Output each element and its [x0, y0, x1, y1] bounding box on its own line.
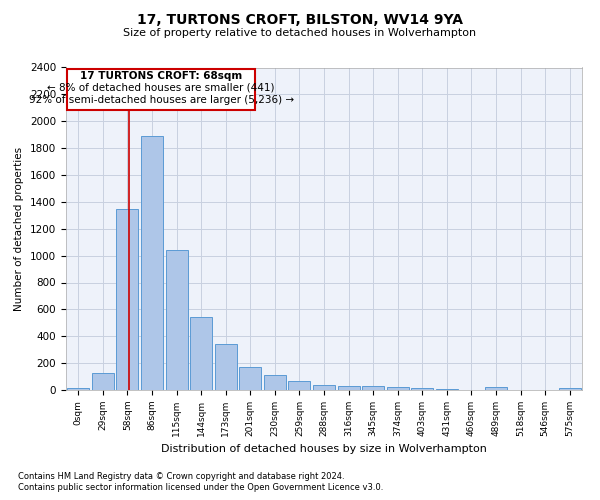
Bar	[485, 387, 507, 390]
Bar	[338, 386, 359, 390]
Bar	[362, 386, 384, 390]
Bar	[239, 367, 262, 390]
Bar	[386, 387, 409, 390]
Bar	[116, 208, 139, 390]
Bar	[166, 250, 188, 390]
Bar	[190, 317, 212, 390]
Text: ← 8% of detached houses are smaller (441): ← 8% of detached houses are smaller (441…	[47, 82, 275, 92]
Bar	[411, 388, 433, 390]
X-axis label: Distribution of detached houses by size in Wolverhampton: Distribution of detached houses by size …	[161, 444, 487, 454]
Bar	[67, 388, 89, 390]
Bar	[141, 136, 163, 390]
FancyBboxPatch shape	[67, 69, 255, 110]
Bar	[264, 375, 286, 390]
Y-axis label: Number of detached properties: Number of detached properties	[14, 146, 25, 311]
Bar	[313, 384, 335, 390]
Text: Contains public sector information licensed under the Open Government Licence v3: Contains public sector information licen…	[18, 484, 383, 492]
Text: 92% of semi-detached houses are larger (5,236) →: 92% of semi-detached houses are larger (…	[29, 94, 294, 104]
Text: Size of property relative to detached houses in Wolverhampton: Size of property relative to detached ho…	[124, 28, 476, 38]
Bar	[92, 373, 114, 390]
Text: 17 TURTONS CROFT: 68sqm: 17 TURTONS CROFT: 68sqm	[80, 70, 242, 81]
Text: Contains HM Land Registry data © Crown copyright and database right 2024.: Contains HM Land Registry data © Crown c…	[18, 472, 344, 481]
Bar	[289, 382, 310, 390]
Bar	[559, 388, 581, 390]
Text: 17, TURTONS CROFT, BILSTON, WV14 9YA: 17, TURTONS CROFT, BILSTON, WV14 9YA	[137, 12, 463, 26]
Bar	[215, 344, 237, 390]
